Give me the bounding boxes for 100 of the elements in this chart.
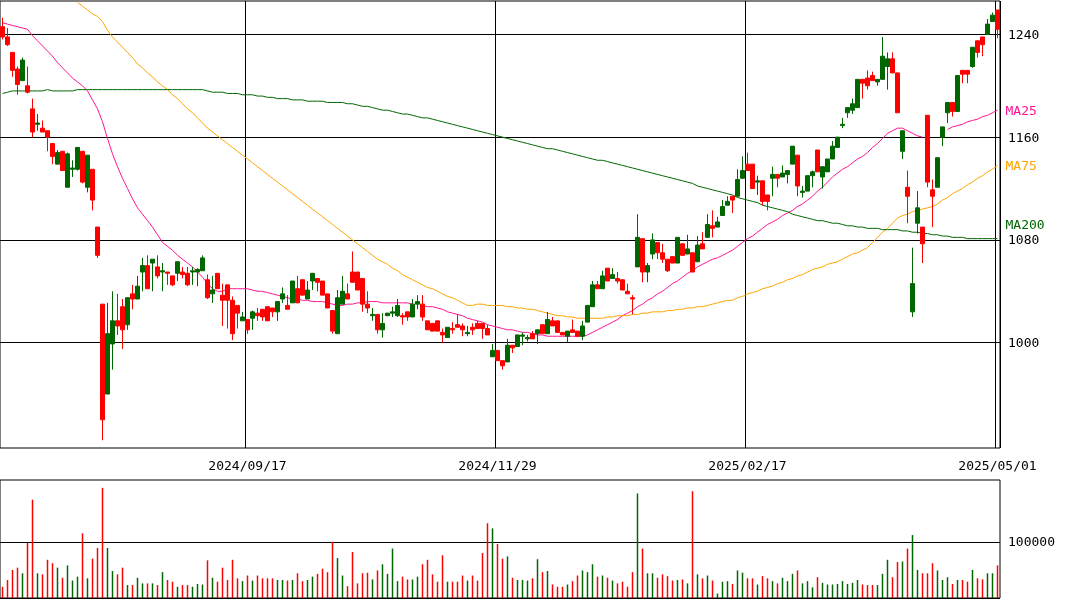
candlestick (680, 243, 685, 256)
candlestick (705, 213, 710, 238)
candlestick (685, 234, 690, 255)
candlestick (165, 271, 170, 286)
candlestick (140, 257, 145, 292)
candlestick (595, 280, 600, 290)
candlestick (725, 195, 730, 206)
candlestick (210, 275, 215, 304)
candlestick (600, 270, 605, 290)
y-tick-label: 1080 (1008, 232, 1040, 248)
candlestick (930, 179, 935, 228)
candlestick (175, 261, 180, 282)
candlestick (990, 12, 995, 23)
candlestick (710, 209, 715, 238)
candlestick (50, 143, 55, 165)
candlestick (95, 226, 100, 259)
candlestick (35, 113, 40, 132)
candlestick (720, 199, 725, 217)
candlestick (735, 168, 740, 197)
y-tick-label: 100000 (1008, 534, 1055, 550)
line-series (2, 89, 998, 240)
candlestick (530, 330, 535, 340)
candlestick (285, 294, 290, 310)
candlestick (945, 101, 950, 124)
candlestick (80, 150, 85, 184)
candlestick (450, 321, 455, 335)
candlestick (145, 254, 150, 290)
candlestick (565, 330, 570, 344)
candlestick (700, 231, 705, 250)
candlestick (420, 294, 425, 322)
candlestick (740, 155, 745, 179)
candlestick (310, 272, 315, 291)
candlestick (905, 170, 910, 224)
candlestick (275, 301, 280, 322)
candlestick (535, 329, 540, 345)
candlestick (950, 101, 955, 118)
x-tick-label: 2024/09/17 (208, 458, 287, 473)
y-tick-label: 1160 (1008, 129, 1040, 145)
candlestick (25, 66, 30, 94)
candlestick (85, 154, 90, 193)
candlestick (770, 166, 775, 197)
y-tick-label: 1240 (1008, 26, 1040, 42)
candlestick (580, 320, 585, 341)
candlestick (630, 294, 635, 315)
series-label: MA200 (1005, 217, 1045, 233)
candlestick (790, 145, 795, 165)
candlestick (900, 130, 905, 160)
candlestick (380, 312, 385, 339)
candlestick (130, 284, 135, 310)
x-tick-label: 2025/05/01 (958, 458, 1037, 473)
candlestick (465, 325, 470, 337)
candlestick (815, 149, 820, 173)
candlestick (985, 18, 990, 35)
series-label: MA75 (1005, 157, 1037, 173)
candlestick (290, 280, 295, 304)
candlestick (330, 310, 335, 335)
candlestick (920, 226, 925, 264)
candlestick (755, 175, 760, 196)
candlestick (635, 213, 640, 268)
candlestick (155, 254, 160, 279)
x-tick-label: 2024/11/29 (458, 458, 537, 473)
candlestick (995, 9, 1000, 39)
candlestick (305, 280, 310, 300)
candlestick (505, 338, 510, 363)
candlestick (915, 190, 920, 234)
candlestick (650, 232, 655, 260)
candlestick (840, 117, 845, 129)
candlestick (955, 75, 960, 112)
candlestick (245, 319, 250, 335)
candlestick (440, 328, 445, 344)
candlestick (205, 274, 210, 300)
candlestick (280, 286, 285, 304)
candlestick (775, 173, 780, 188)
candlestick (540, 324, 545, 335)
candlestick (940, 126, 945, 147)
candlestick (135, 275, 140, 300)
x-tick-label: 2025/02/17 (708, 458, 787, 473)
candlestick (160, 262, 165, 292)
candlestick (925, 114, 930, 188)
y-tick-label: 1000 (1008, 335, 1040, 351)
candlestick (345, 283, 350, 300)
candlestick (645, 262, 650, 283)
candlestick (605, 267, 610, 282)
candlestick (795, 154, 800, 197)
candlestick (250, 310, 255, 331)
candlestick (715, 216, 720, 228)
candlestick (125, 297, 130, 331)
candlestick (490, 343, 495, 358)
candlestick (690, 252, 695, 273)
candlestick (240, 311, 245, 322)
candlestick (525, 334, 530, 342)
candlestick (150, 258, 155, 292)
candlestick (170, 275, 175, 287)
candlestick (90, 168, 95, 211)
candlestick (510, 344, 515, 354)
candlestick (375, 313, 380, 335)
candlestick (370, 307, 375, 322)
candlestick (730, 195, 735, 214)
candlestick (695, 235, 700, 263)
candlestick (100, 303, 105, 441)
